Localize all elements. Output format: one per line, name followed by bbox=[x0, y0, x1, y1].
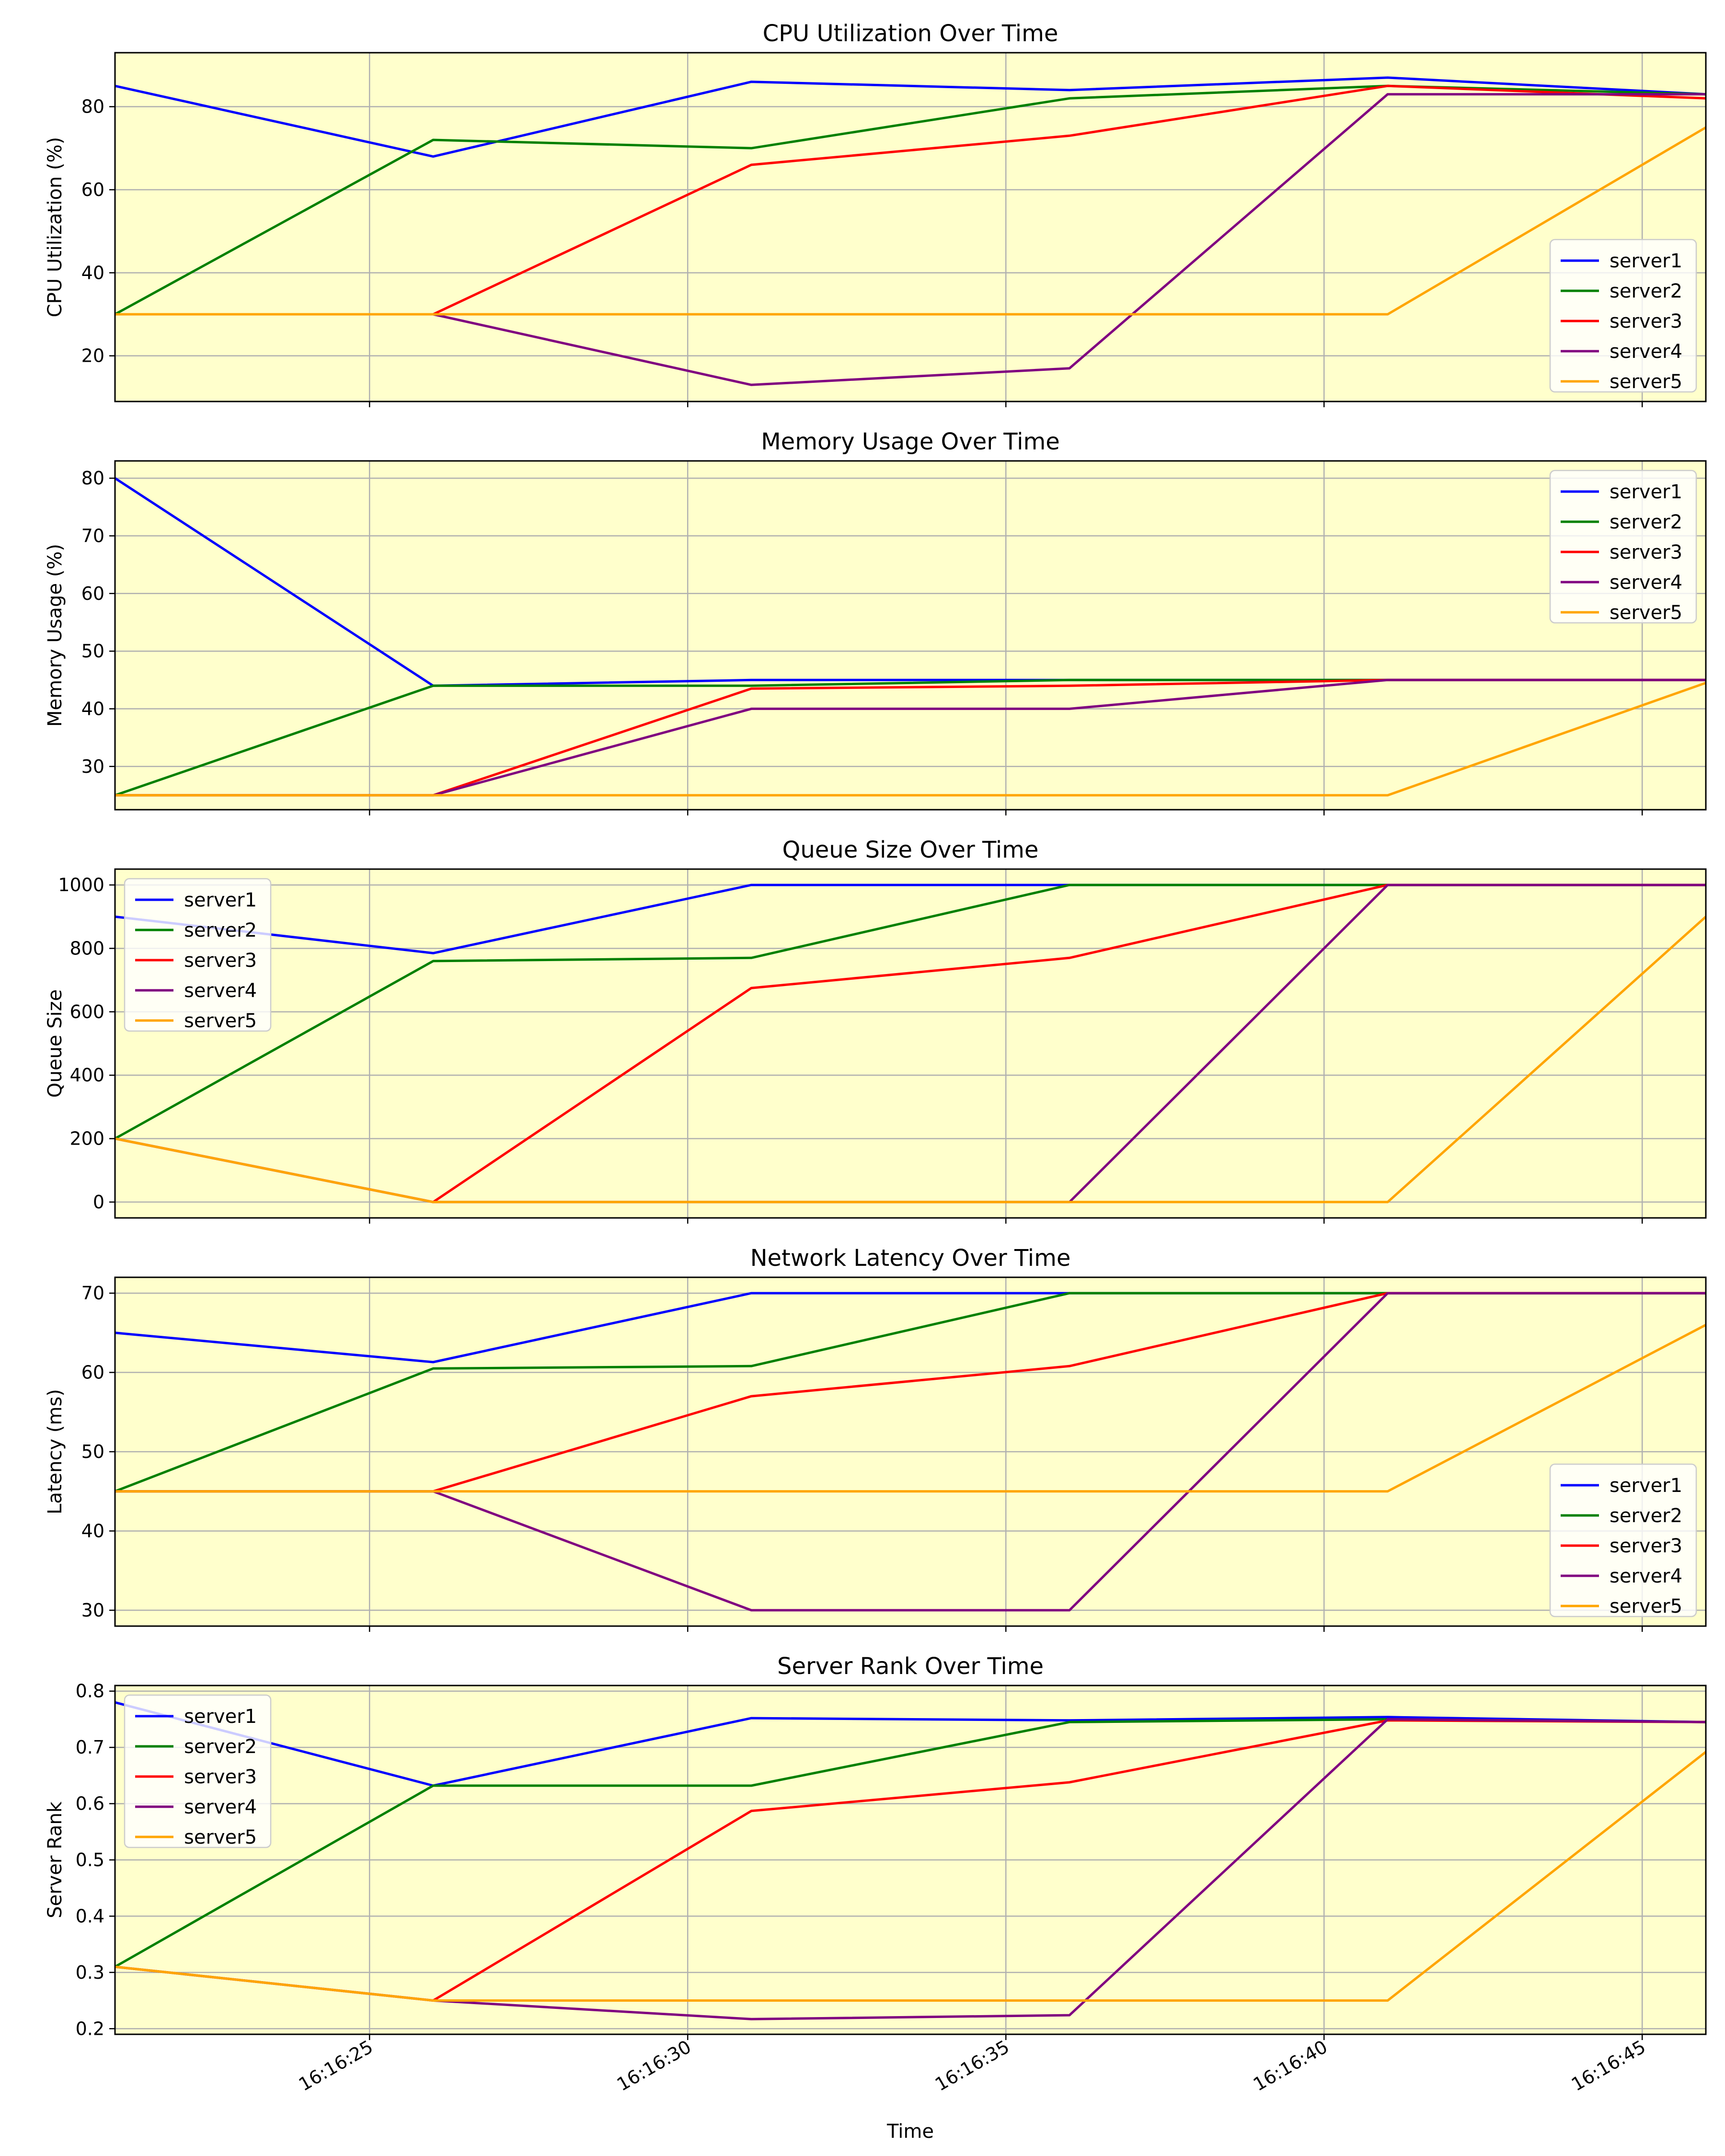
chart-title: Server Rank Over Time bbox=[777, 1653, 1044, 1680]
legend-label-server5: server5 bbox=[1610, 1595, 1682, 1617]
chart-title: Queue Size Over Time bbox=[782, 837, 1039, 863]
y-tick-label: 0.6 bbox=[76, 1793, 104, 1814]
legend-label-server2: server2 bbox=[184, 1736, 257, 1758]
legend: server1 server2 server3 server4 server5 bbox=[124, 1694, 272, 1848]
y-tick-label: 80 bbox=[81, 468, 104, 489]
legend-label-server4: server4 bbox=[1610, 1565, 1682, 1587]
legend-label-server5: server5 bbox=[184, 1010, 257, 1032]
legend-label-server3: server3 bbox=[1610, 541, 1682, 563]
y-tick-label: 0.3 bbox=[76, 1962, 104, 1983]
panel-memory-usage-over-time: 30 40 50 60 70 80 Memory Usage Over Time Memory… bbox=[44, 428, 1707, 815]
legend: server1 server2 server3 server4 server5 bbox=[1549, 1463, 1697, 1617]
y-tick-label: 60 bbox=[81, 179, 104, 200]
legend-label-server4: server4 bbox=[1610, 341, 1682, 363]
legend-box bbox=[1549, 239, 1697, 393]
y-tick-label: 600 bbox=[69, 1001, 104, 1022]
y-axis-label: Memory Usage (%) bbox=[44, 544, 66, 727]
y-tick-label: 60 bbox=[81, 1362, 104, 1383]
y-tick-label: 40 bbox=[81, 698, 104, 719]
legend-label-server4: server4 bbox=[1610, 572, 1682, 594]
x-axis-label: Time bbox=[886, 2121, 934, 2143]
y-tick-label: 50 bbox=[81, 1441, 104, 1462]
y-axis-label: Server Rank bbox=[44, 1801, 66, 1918]
panel-server-rank-over-time: 0.20.30.40.50.60.70.816:16:25 16:16:30 16:… bbox=[44, 1653, 1707, 2095]
axes-frame bbox=[114, 868, 1707, 1219]
chart-title: CPU Utilization Over Time bbox=[763, 20, 1058, 47]
legend-label-server4: server4 bbox=[184, 980, 257, 1002]
legend-box bbox=[124, 878, 272, 1032]
y-tick-label: 0.4 bbox=[76, 1905, 104, 1927]
legend-box bbox=[1549, 470, 1697, 624]
legend-label-server1: server1 bbox=[184, 1706, 257, 1728]
plot-area bbox=[115, 461, 1706, 810]
plot-area bbox=[115, 53, 1706, 401]
y-tick-label: 0.7 bbox=[76, 1737, 104, 1758]
panel-queue-size-over-time: 0 200 400 600 800 1000 Queue Size Over Time Que… bbox=[44, 837, 1707, 1224]
y-tick-label: 40 bbox=[81, 262, 104, 283]
legend-label-server2: server2 bbox=[1610, 1505, 1682, 1527]
y-tick-label: 1000 bbox=[58, 874, 104, 895]
legend-box bbox=[124, 1694, 272, 1848]
chart-title: Network Latency Over Time bbox=[750, 1245, 1071, 1272]
y-tick-label: 200 bbox=[69, 1128, 104, 1149]
y-tick-label: 60 bbox=[81, 583, 104, 604]
y-tick-label: 30 bbox=[81, 756, 104, 777]
legend: server1 server2 server3 server4 server5 bbox=[1549, 470, 1697, 624]
chart-title: Memory Usage Over Time bbox=[761, 428, 1059, 455]
legend-label-server5: server5 bbox=[1610, 371, 1682, 393]
panel-cpu-utilization-over-time: 20 40 60 80 CPU Utilization Over Time CPU Uti… bbox=[44, 20, 1707, 407]
legend-label-server3: server3 bbox=[1610, 1535, 1682, 1557]
y-tick-label: 0 bbox=[93, 1192, 104, 1213]
y-tick-label: 50 bbox=[81, 641, 104, 662]
y-tick-label: 0.2 bbox=[76, 2018, 104, 2039]
y-tick-label: 0.5 bbox=[76, 1849, 104, 1870]
axes-frame bbox=[114, 52, 1707, 402]
legend-label-server3: server3 bbox=[184, 1766, 257, 1788]
series-line-server5 bbox=[115, 1324, 1706, 1493]
y-axis-label: Latency (ms) bbox=[44, 1389, 66, 1514]
legend-label-server5: server5 bbox=[184, 1826, 257, 1848]
legend-label-server3: server3 bbox=[184, 950, 257, 972]
legend-label-server4: server4 bbox=[184, 1796, 257, 1818]
legend: server1 server2 server3 server4 server5 bbox=[1549, 239, 1697, 393]
y-axis-label: CPU Utilization (%) bbox=[44, 137, 66, 317]
series-line-server5 bbox=[115, 681, 1706, 797]
axes-frame bbox=[114, 460, 1707, 811]
y-tick-label: 800 bbox=[69, 938, 104, 959]
y-tick-label: 0.8 bbox=[76, 1681, 104, 1702]
y-tick-label: 400 bbox=[69, 1065, 104, 1086]
series-line-server5 bbox=[115, 126, 1706, 316]
series-line-server1 bbox=[115, 76, 1706, 158]
y-tick-label: 70 bbox=[81, 525, 104, 546]
legend-label-server1: server1 bbox=[1610, 481, 1682, 503]
legend: server1 server2 server3 server4 server5 bbox=[124, 878, 272, 1032]
panel-network-latency-over-time: 30 40 50 60 70 Network Latency Over Time Laten… bbox=[44, 1245, 1707, 1632]
y-axis-label: Queue Size bbox=[44, 989, 66, 1098]
legend-label-server2: server2 bbox=[1610, 280, 1682, 302]
plot-area bbox=[115, 869, 1706, 1218]
series-line-server1 bbox=[115, 1701, 1706, 1787]
legend-label-server2: server2 bbox=[184, 919, 257, 941]
legend-box bbox=[1549, 1463, 1697, 1617]
y-tick-label: 70 bbox=[81, 1283, 104, 1304]
legend-label-server3: server3 bbox=[1610, 310, 1682, 333]
series-line-server5 bbox=[115, 916, 1706, 1204]
y-tick-label: 40 bbox=[81, 1520, 104, 1541]
y-tick-label: 20 bbox=[81, 345, 104, 367]
legend-label-server1: server1 bbox=[1610, 1475, 1682, 1497]
legend-label-server2: server2 bbox=[1610, 511, 1682, 533]
legend-label-server5: server5 bbox=[1610, 602, 1682, 624]
legend-label-server1: server1 bbox=[184, 889, 257, 911]
y-tick-label: 80 bbox=[81, 96, 104, 117]
series-line-server5 bbox=[115, 1751, 1706, 2002]
y-tick-label: 30 bbox=[81, 1600, 104, 1621]
legend-label-server1: server1 bbox=[1610, 250, 1682, 272]
